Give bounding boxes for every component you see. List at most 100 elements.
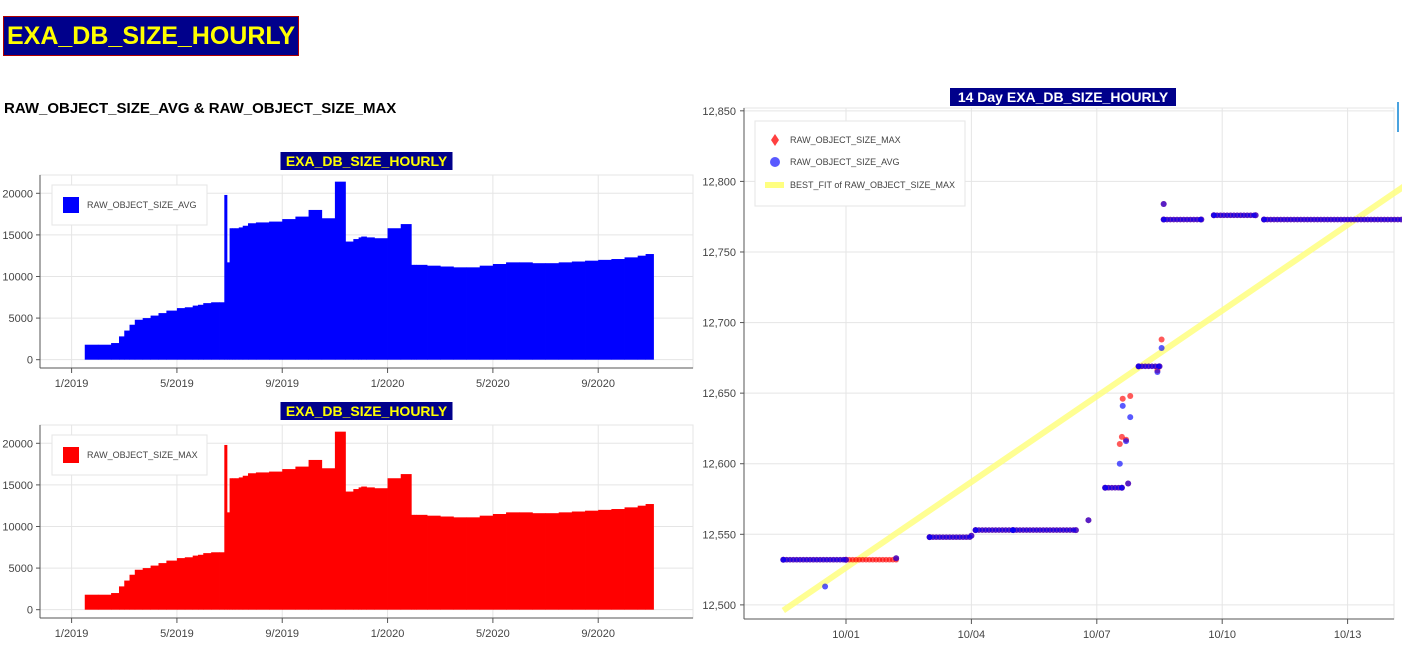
legend-circle-icon bbox=[770, 157, 780, 167]
avg-point bbox=[893, 555, 900, 562]
bar bbox=[295, 216, 309, 360]
y-tick-label: 10000 bbox=[2, 271, 33, 283]
bar bbox=[282, 219, 296, 360]
bar bbox=[192, 305, 199, 360]
bar bbox=[234, 478, 240, 610]
bar bbox=[84, 594, 99, 610]
bar bbox=[645, 254, 654, 360]
bar bbox=[558, 512, 573, 610]
bar bbox=[479, 265, 494, 360]
bar bbox=[282, 469, 296, 610]
bar bbox=[224, 444, 228, 610]
bar bbox=[166, 560, 178, 610]
bar bbox=[158, 563, 167, 610]
bar bbox=[124, 580, 130, 610]
avg-point bbox=[1197, 216, 1204, 223]
avg-point bbox=[1155, 363, 1162, 370]
avg-point bbox=[1119, 402, 1126, 409]
legend-label: RAW_OBJECT_SIZE_MAX bbox=[790, 135, 901, 145]
bar bbox=[400, 224, 412, 360]
bar bbox=[361, 486, 367, 610]
bar bbox=[255, 222, 270, 360]
bar bbox=[248, 223, 257, 360]
chart-title: EXA_DB_SIZE_HOURLY bbox=[286, 403, 448, 419]
bar bbox=[242, 475, 249, 610]
bar bbox=[232, 228, 236, 360]
bar bbox=[197, 304, 204, 360]
max-point bbox=[1127, 392, 1134, 399]
bar bbox=[519, 512, 533, 610]
legend-label: RAW_OBJECT_SIZE_AVG bbox=[87, 200, 197, 210]
bar bbox=[269, 221, 283, 360]
legend-label: RAW_OBJECT_SIZE_AVG bbox=[790, 157, 900, 167]
x-tick-label: 9/2019 bbox=[265, 378, 299, 390]
bar bbox=[158, 313, 167, 360]
bar bbox=[238, 227, 244, 360]
bar bbox=[366, 237, 375, 360]
x-tick-label: 9/2020 bbox=[581, 378, 615, 390]
legend-diamond-icon bbox=[771, 134, 779, 146]
avg-point bbox=[1160, 200, 1167, 207]
bar bbox=[440, 266, 454, 360]
bar bbox=[353, 239, 360, 360]
chart-title: 14 Day EXA_DB_SIZE_HOURLY bbox=[958, 89, 1169, 105]
bar bbox=[229, 478, 233, 610]
y-tick-label: 0 bbox=[27, 605, 33, 617]
bar bbox=[387, 228, 402, 360]
bar bbox=[308, 209, 323, 360]
avg-point bbox=[822, 583, 829, 590]
bar bbox=[453, 517, 467, 610]
chart-title: EXA_DB_SIZE_HOURLY bbox=[286, 153, 448, 169]
x-tick-label: 5/2020 bbox=[476, 378, 510, 390]
chart-title-bg bbox=[280, 402, 453, 420]
bar bbox=[211, 552, 220, 610]
bar bbox=[219, 552, 225, 610]
bar bbox=[219, 302, 225, 360]
bar bbox=[413, 264, 417, 360]
legend-label: RAW_OBJECT_SIZE_MAX bbox=[87, 450, 198, 460]
y-tick-label: 15000 bbox=[2, 230, 33, 242]
bar bbox=[142, 318, 151, 360]
scatter-14day-chart: 12,500 12,550 12,600 12,650 12,700 12,750 12,8… bbox=[702, 88, 1402, 641]
x-tick-label: 10/10 bbox=[1208, 629, 1236, 641]
bar bbox=[118, 586, 125, 610]
scroll-indicator[interactable] bbox=[1397, 102, 1399, 132]
bar bbox=[150, 315, 159, 360]
bar bbox=[234, 228, 240, 360]
bar bbox=[440, 516, 454, 610]
y-tick-label: 12,500 bbox=[702, 600, 736, 612]
bar bbox=[345, 491, 354, 610]
bar bbox=[111, 343, 120, 360]
bar bbox=[203, 553, 212, 610]
legend-label: BEST_FIT of RAW_OBJECT_SIZE_MAX bbox=[790, 180, 955, 190]
x-tick-label: 10/01 bbox=[832, 629, 860, 641]
bar bbox=[232, 478, 236, 610]
bar bbox=[226, 512, 230, 610]
bar bbox=[427, 265, 441, 360]
bar bbox=[229, 228, 233, 360]
bar bbox=[416, 264, 428, 360]
bar bbox=[466, 267, 481, 360]
bar bbox=[411, 514, 415, 610]
bar bbox=[637, 255, 647, 360]
bar bbox=[211, 302, 220, 360]
y-tick-label: 12,800 bbox=[702, 176, 736, 188]
y-tick-label: 5000 bbox=[9, 563, 33, 575]
x-tick-label: 1/2019 bbox=[55, 628, 89, 640]
bar bbox=[134, 569, 144, 610]
bar bbox=[184, 307, 194, 360]
x-tick-label: 1/2020 bbox=[371, 628, 405, 640]
avg-point bbox=[1398, 216, 1402, 223]
bar bbox=[492, 514, 507, 610]
x-tick-label: 10/13 bbox=[1334, 629, 1362, 641]
bar bbox=[492, 264, 507, 360]
bar bbox=[203, 303, 212, 360]
legend-swatch bbox=[63, 197, 79, 213]
avg-bar-chart: 0 5000 10000 15000 20000 1/2019 5/2019 9/2019 1/… bbox=[2, 152, 694, 390]
y-tick-label: 12,700 bbox=[702, 318, 736, 330]
bar bbox=[611, 509, 625, 610]
x-tick-label: 10/07 bbox=[1083, 629, 1111, 641]
x-tick-label: 5/2020 bbox=[476, 628, 510, 640]
chart-title-bg bbox=[280, 152, 453, 170]
bar bbox=[558, 262, 573, 360]
